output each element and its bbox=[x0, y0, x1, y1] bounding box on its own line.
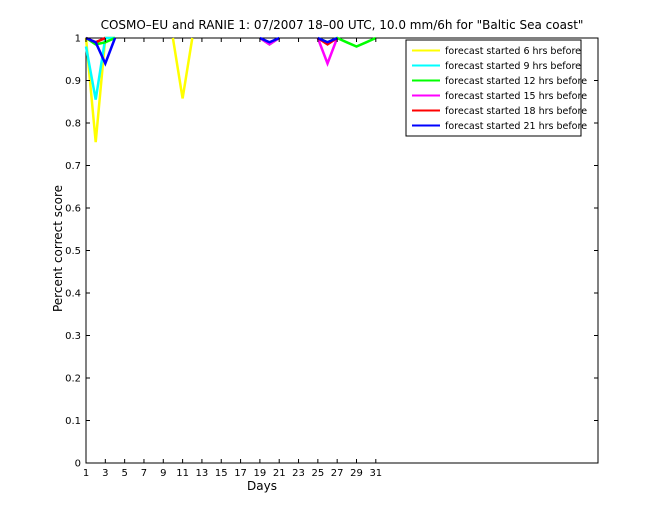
x-tick-label: 27 bbox=[331, 468, 344, 479]
legend-label-1: forecast started 9 hrs before bbox=[445, 61, 581, 72]
y-tick-label: 0.2 bbox=[65, 374, 81, 385]
chart-title: COSMO–EU and RANIE 1: 07/2007 18–00 UTC,… bbox=[101, 18, 584, 32]
y-tick-label: 0 bbox=[75, 459, 81, 470]
x-tick-label: 5 bbox=[121, 468, 127, 479]
y-tick-label: 0.5 bbox=[65, 246, 81, 257]
y-tick-label: 0.7 bbox=[65, 161, 81, 172]
series-line-3-segment-2 bbox=[316, 37, 339, 68]
y-tick-label: 1 bbox=[75, 34, 81, 45]
legend-label-0: forecast started 6 hrs before bbox=[445, 46, 581, 57]
legend-label-5: forecast started 21 hrs before bbox=[445, 121, 587, 132]
x-tick-label: 31 bbox=[369, 468, 382, 479]
x-tick-label: 21 bbox=[273, 468, 286, 479]
x-tick-label: 15 bbox=[215, 468, 228, 479]
x-tick-label: 11 bbox=[176, 468, 189, 479]
y-axis-label: Percent correct score bbox=[51, 185, 65, 312]
series-line-5-segment-0 bbox=[85, 36, 117, 67]
y-tick-label: 0.6 bbox=[65, 204, 81, 215]
x-axis-label: Days bbox=[247, 479, 277, 493]
x-tick-label: 9 bbox=[160, 468, 166, 479]
axis-ticks: 1 3 5 7 9 11 13 15 17 19 21 23 25 27 29 3100.10.20.30.4… bbox=[65, 34, 598, 479]
y-tick-label: 0.3 bbox=[65, 331, 81, 342]
x-tick-label: 1 bbox=[83, 468, 89, 479]
x-tick-label: 13 bbox=[196, 468, 209, 479]
y-tick-label: 0.1 bbox=[65, 416, 81, 427]
x-tick-label: 23 bbox=[292, 468, 305, 479]
legend-label-2: forecast started 12 hrs before bbox=[445, 76, 587, 87]
series-line-5-segment-1 bbox=[259, 36, 280, 44]
x-tick-label: 25 bbox=[311, 468, 324, 479]
x-tick-label: 19 bbox=[254, 468, 267, 479]
legend: forecast started 6 hrs before forecast st… bbox=[405, 39, 587, 137]
series-line-0-segment-1 bbox=[171, 37, 194, 99]
x-tick-label: 3 bbox=[102, 468, 108, 479]
legend-box bbox=[405, 39, 582, 137]
series-line-1-segment-0 bbox=[84, 36, 115, 100]
y-tick-label: 0.9 bbox=[65, 76, 81, 87]
series-line-5-segment-2 bbox=[317, 36, 338, 44]
y-tick-label: 0.4 bbox=[65, 289, 81, 300]
y-tick-label: 0.8 bbox=[65, 119, 81, 130]
legend-label-4: forecast started 18 hrs before bbox=[445, 106, 587, 117]
legend-label-3: forecast started 15 hrs before bbox=[445, 91, 587, 102]
x-tick-label: 29 bbox=[350, 468, 363, 479]
series-lines bbox=[84, 36, 377, 143]
x-tick-label: 17 bbox=[234, 468, 247, 479]
x-tick-label: 7 bbox=[141, 468, 147, 479]
